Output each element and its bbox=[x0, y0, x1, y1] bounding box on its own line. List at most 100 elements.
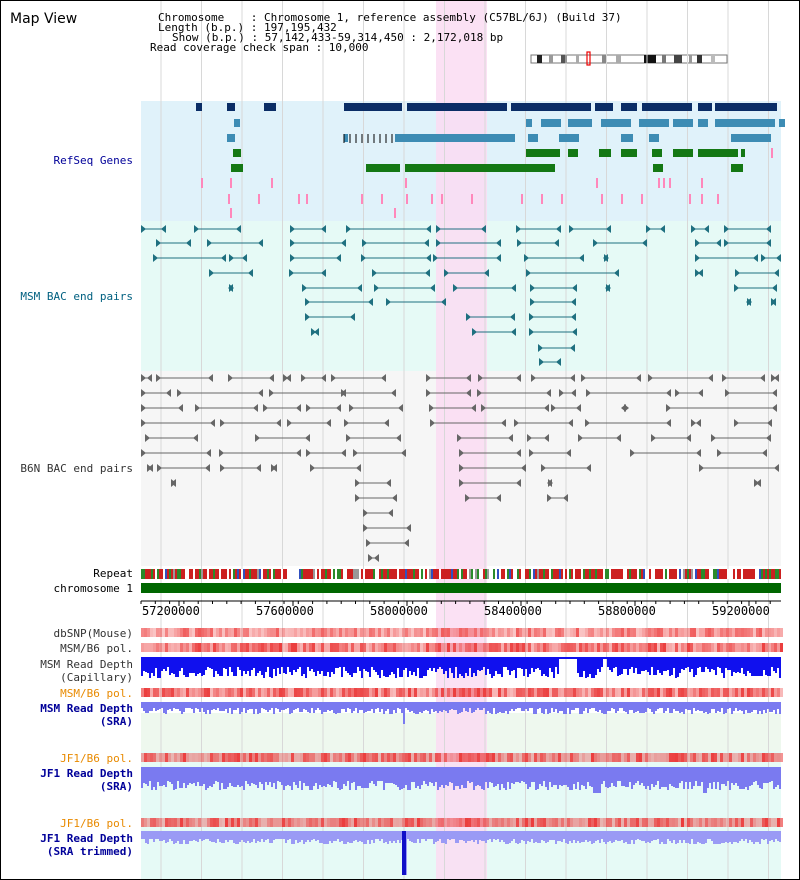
refseq-gene bbox=[653, 164, 663, 172]
msm-b6-pol-strip bbox=[327, 643, 330, 652]
dbsnp-strip bbox=[348, 628, 351, 637]
repeat-segment bbox=[321, 569, 323, 579]
msm-depth-capillary-bar bbox=[767, 657, 769, 676]
jf1-b6-pol-2-strip bbox=[306, 818, 309, 827]
track-label-msm-bac[interactable]: MSM BAC end pairs bbox=[20, 290, 133, 303]
jf1-b6-pol-strip bbox=[372, 753, 375, 762]
msm-b6-pol-strip bbox=[159, 643, 162, 652]
jf1-b6-pol-strip bbox=[192, 753, 195, 762]
dbsnp-strip bbox=[171, 628, 174, 637]
msm-depth-capillary-bar bbox=[221, 657, 223, 676]
dbsnp-strip bbox=[294, 628, 297, 637]
b6n-bac-end bbox=[551, 404, 556, 412]
jf1-depth-sra-bar bbox=[567, 767, 569, 787]
jf1-b6-pol-2-strip bbox=[435, 818, 438, 827]
track-label-refseq[interactable]: RefSeq Genes bbox=[53, 154, 133, 167]
dbsnp-strip bbox=[711, 628, 714, 637]
b6n-bac-end bbox=[496, 494, 501, 502]
msm-depth-sra-bar bbox=[253, 702, 255, 714]
msm-depth-capillary-bar bbox=[395, 657, 397, 678]
track-label-b6n-bac[interactable]: B6N BAC end pairs bbox=[20, 462, 133, 475]
msm-b6-pol-sra-strip bbox=[393, 688, 396, 697]
msm-b6-pol-strip bbox=[780, 643, 783, 652]
jf1-depth-sra-bar bbox=[181, 767, 183, 788]
repeat-segment bbox=[551, 569, 553, 579]
repeat-segment bbox=[273, 569, 275, 579]
msm-b6-pol-strip bbox=[432, 643, 435, 652]
msm-depth-sra-bar bbox=[625, 702, 627, 712]
jf1-depth-trimmed-bar bbox=[573, 831, 575, 840]
dbsnp-strip bbox=[651, 628, 654, 637]
jf1-depth-sra-bar bbox=[629, 767, 631, 782]
dbsnp-strip bbox=[477, 628, 480, 637]
msm-b6-pol-strip bbox=[567, 643, 570, 652]
jf1-b6-pol-strip bbox=[315, 753, 318, 762]
dbsnp-strip bbox=[156, 628, 159, 637]
jf1-depth-trimmed-bar bbox=[633, 831, 635, 844]
jf1-depth-sra-bar bbox=[237, 767, 239, 785]
b6n-bac-end bbox=[269, 389, 274, 397]
msm-depth-capillary-bar bbox=[463, 657, 465, 678]
dbsnp-strip bbox=[456, 628, 459, 637]
msm-b6-pol-strip bbox=[294, 643, 297, 652]
jf1-depth-sra-bar bbox=[671, 767, 673, 786]
msm-b6-pol-strip bbox=[270, 643, 273, 652]
msm-b6-pol-sra-strip bbox=[150, 688, 153, 697]
jf1-depth-sra-bar bbox=[759, 767, 761, 788]
msm-bac-end bbox=[374, 284, 379, 292]
msm-b6-pol-sra-strip bbox=[369, 688, 372, 697]
msm-b6-pol-sra-strip bbox=[561, 688, 564, 697]
jf1-depth-trimmed-bar bbox=[325, 831, 327, 844]
jf1-b6-pol-2-strip bbox=[759, 818, 762, 827]
msm-depth-capillary-bar bbox=[749, 657, 751, 673]
msm-b6-pol-sra-strip bbox=[450, 688, 453, 697]
jf1-depth-sra-bar bbox=[397, 767, 399, 787]
repeat-segment bbox=[669, 569, 671, 579]
msm-b6-pol-sra-strip bbox=[705, 688, 708, 697]
msm-depth-capillary-bar bbox=[715, 657, 717, 675]
msm-b6-pol-sra-strip bbox=[264, 688, 267, 697]
b6n-bac-end bbox=[771, 374, 776, 382]
jf1-b6-pol-strip bbox=[504, 753, 507, 762]
msm-bac-end bbox=[472, 328, 477, 336]
jf1-b6-pol-strip bbox=[534, 753, 537, 762]
b6n-bac-end bbox=[516, 374, 521, 382]
msm-depth-sra-bar bbox=[357, 702, 359, 713]
msm-bac-end bbox=[603, 254, 608, 262]
msm-b6-pol-strip bbox=[366, 643, 369, 652]
repeat-segment bbox=[595, 569, 597, 579]
msm-depth-capillary-bar bbox=[191, 657, 193, 673]
jf1-depth-sra-bar bbox=[587, 767, 589, 782]
msm-depth-capillary-bar bbox=[203, 657, 205, 675]
msm-depth-capillary-bar bbox=[747, 657, 749, 671]
msm-b6-pol-strip bbox=[456, 643, 459, 652]
jf1-b6-pol-2-strip bbox=[597, 818, 600, 827]
jf1-b6-pol-strip bbox=[378, 753, 381, 762]
msm-b6-pol-sra-strip bbox=[297, 688, 300, 697]
jf1-b6-pol-2-strip bbox=[672, 818, 675, 827]
jf1-b6-pol-strip bbox=[201, 753, 204, 762]
repeat-segment bbox=[141, 569, 143, 579]
jf1-b6-pol-2-strip bbox=[738, 818, 741, 827]
refseq-gene bbox=[366, 164, 400, 172]
jf1-b6-pol-strip bbox=[405, 753, 408, 762]
msm-depth-capillary-bar bbox=[677, 657, 679, 677]
repeat-segment bbox=[443, 569, 445, 579]
jf1-depth-trimmed-bar bbox=[315, 831, 317, 841]
msm-depth-sra-bar bbox=[225, 702, 227, 709]
jf1-b6-pol-strip bbox=[285, 753, 288, 762]
jf1-b6-pol-strip bbox=[477, 753, 480, 762]
jf1-depth-sra-bar bbox=[455, 767, 457, 786]
msm-depth-sra-bar bbox=[331, 702, 333, 710]
msm-b6-pol-sra-strip bbox=[324, 688, 327, 697]
msm-b6-pol-sra-strip bbox=[660, 688, 663, 697]
refseq-pink-mark bbox=[701, 178, 703, 188]
jf1-depth-sra-bar bbox=[203, 767, 205, 784]
repeat-segment bbox=[313, 569, 315, 579]
jf1-b6-pol-2-strip bbox=[180, 818, 183, 827]
msm-depth-capillary-bar bbox=[759, 657, 761, 676]
jf1-depth-trimmed-bar bbox=[141, 831, 143, 839]
jf1-depth-sra-bar bbox=[721, 767, 723, 784]
msm-b6-pol-strip bbox=[636, 643, 639, 652]
